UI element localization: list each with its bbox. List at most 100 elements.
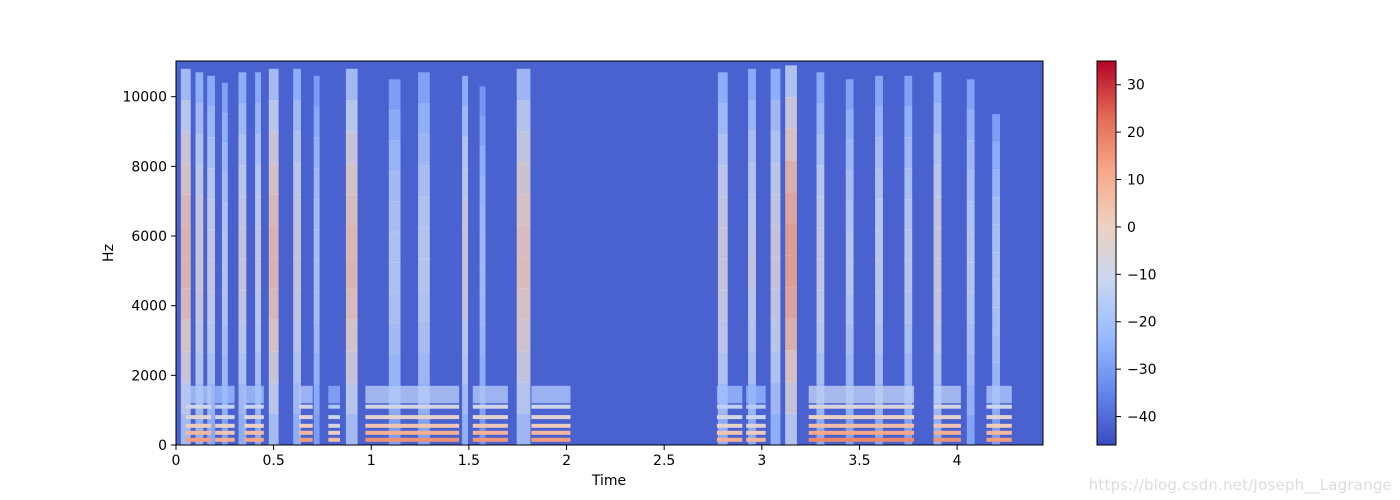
energy-burst-19-segment bbox=[816, 351, 825, 384]
energy-burst-13-segment bbox=[479, 116, 486, 147]
harmonic-11-upper-band bbox=[933, 385, 961, 404]
energy-burst-12-segment bbox=[462, 137, 468, 169]
energy-burst-21-segment bbox=[875, 414, 883, 446]
energy-burst-0-segment bbox=[180, 100, 191, 133]
energy-burst-12-segment bbox=[462, 291, 468, 323]
energy-burst-0-segment bbox=[180, 413, 191, 446]
energy-burst-13-segment bbox=[479, 235, 486, 267]
energy-burst-4-segment bbox=[238, 196, 247, 229]
harmonic-4-upper-band bbox=[328, 385, 340, 404]
energy-burst-17-segment bbox=[770, 162, 781, 195]
energy-burst-14-segment bbox=[516, 100, 531, 133]
energy-burst-22-segment bbox=[904, 137, 913, 169]
energy-burst-24-segment bbox=[966, 79, 975, 111]
harmonic-11-band-4 bbox=[933, 404, 961, 409]
energy-burst-2-segment bbox=[207, 229, 215, 261]
x-tick-label: 2.5 bbox=[653, 453, 675, 469]
energy-burst-22-segment bbox=[904, 229, 913, 261]
energy-burst-13-segment bbox=[479, 265, 486, 297]
energy-burst-20-segment bbox=[845, 231, 854, 263]
energy-burst-2-segment bbox=[207, 106, 215, 138]
y-tick-label: 2000 bbox=[131, 368, 167, 384]
harmonic-12-band-4 bbox=[986, 404, 1012, 409]
x-axis: 0 0.5 1 1.5 2 2.5 3 3.5 4 bbox=[172, 445, 962, 469]
energy-burst-17-segment bbox=[770, 256, 781, 289]
x-tick-label: 2 bbox=[562, 453, 571, 469]
energy-burst-10-segment bbox=[388, 353, 401, 385]
energy-burst-1-segment bbox=[195, 258, 204, 291]
energy-burst-8-segment bbox=[313, 168, 320, 200]
energy-burst-7-segment bbox=[293, 68, 301, 101]
energy-burst-20-segment bbox=[845, 323, 854, 355]
x-tick-label: 0 bbox=[172, 453, 181, 469]
harmonic-1-upper-band bbox=[215, 385, 235, 404]
colorbar-tick-label: −20 bbox=[1127, 315, 1157, 331]
y-tick-label: 8000 bbox=[131, 159, 167, 175]
harmonic-4-band-0 bbox=[328, 437, 340, 442]
energy-burst-2-segment bbox=[207, 198, 215, 231]
colorbar-tick-label: −40 bbox=[1127, 410, 1157, 426]
harmonic-6-band-0 bbox=[472, 437, 508, 442]
energy-burst-11-segment bbox=[418, 72, 430, 104]
energy-burst-20-segment bbox=[845, 201, 854, 233]
energy-burst-9-segment bbox=[345, 382, 358, 415]
energy-burst-4-segment bbox=[238, 165, 247, 198]
energy-burst-23-segment bbox=[933, 320, 942, 353]
energy-burst-12-segment bbox=[462, 321, 468, 354]
energy-burst-13-segment bbox=[479, 295, 486, 326]
energy-burst-21-segment bbox=[875, 137, 883, 169]
energy-burst-3-segment bbox=[221, 143, 228, 174]
energy-burst-17-segment bbox=[770, 319, 781, 352]
harmonic-12-upper-band bbox=[986, 385, 1012, 404]
energy-burst-20-segment bbox=[845, 109, 854, 141]
energy-burst-16-segment bbox=[748, 288, 756, 321]
energy-burst-24-segment bbox=[966, 292, 975, 324]
spectrogram-plot bbox=[175, 60, 1044, 446]
energy-burst-9-segment bbox=[345, 256, 358, 289]
energy-burst-19-segment bbox=[816, 103, 825, 136]
energy-burst-25-segment bbox=[992, 279, 1000, 308]
energy-burst-9-segment bbox=[345, 100, 358, 133]
harmonic-8-upper-band bbox=[716, 385, 743, 404]
energy-burst-11-segment bbox=[418, 289, 430, 322]
energy-burst-0-segment bbox=[180, 288, 191, 321]
energy-burst-14-segment bbox=[516, 68, 531, 101]
harmonic-11-band-2 bbox=[933, 423, 961, 428]
harmonic-5-band-0 bbox=[365, 437, 460, 442]
harmonic-9-band-0 bbox=[746, 437, 766, 442]
harmonic-1-band-4 bbox=[215, 404, 235, 409]
y-tick-label: 10000 bbox=[122, 90, 167, 106]
energy-burst-2-segment bbox=[207, 137, 215, 169]
energy-burst-7-segment bbox=[293, 131, 301, 164]
energy-burst-21-segment bbox=[875, 291, 883, 323]
energy-burst-4-segment bbox=[238, 227, 247, 260]
energy-burst-24-segment bbox=[966, 384, 975, 416]
harmonic-5-band-2 bbox=[365, 423, 460, 428]
energy-burst-15-segment bbox=[717, 227, 728, 260]
energy-burst-24-segment bbox=[966, 201, 975, 233]
y-tick-label: 6000 bbox=[131, 229, 167, 245]
energy-burst-9-segment bbox=[345, 413, 358, 446]
energy-burst-5-segment bbox=[255, 196, 261, 229]
energy-burst-16-segment bbox=[748, 413, 756, 446]
energy-burst-4-segment bbox=[238, 351, 247, 384]
energy-burst-3-segment bbox=[221, 324, 228, 356]
y-tick-label: 4000 bbox=[131, 299, 167, 315]
energy-burst-5-segment bbox=[255, 165, 261, 198]
energy-burst-18-segment bbox=[785, 286, 797, 319]
energy-burst-9-segment bbox=[345, 162, 358, 195]
harmonic-4-band-3 bbox=[328, 415, 340, 420]
y-tick-label: 0 bbox=[158, 438, 167, 454]
energy-burst-21-segment bbox=[875, 198, 883, 231]
energy-burst-8-segment bbox=[313, 260, 320, 292]
energy-burst-23-segment bbox=[933, 258, 942, 291]
energy-burst-6-segment bbox=[268, 68, 279, 101]
energy-burst-23-segment bbox=[933, 103, 942, 136]
energy-burst-8-segment bbox=[313, 291, 320, 323]
energy-burst-12-segment bbox=[462, 383, 468, 415]
energy-burst-25-segment bbox=[992, 252, 1000, 281]
energy-burst-18-segment bbox=[785, 255, 797, 288]
energy-burst-9-segment bbox=[345, 319, 358, 352]
energy-burst-7-segment bbox=[293, 413, 301, 446]
energy-burst-25-segment bbox=[992, 169, 1000, 198]
